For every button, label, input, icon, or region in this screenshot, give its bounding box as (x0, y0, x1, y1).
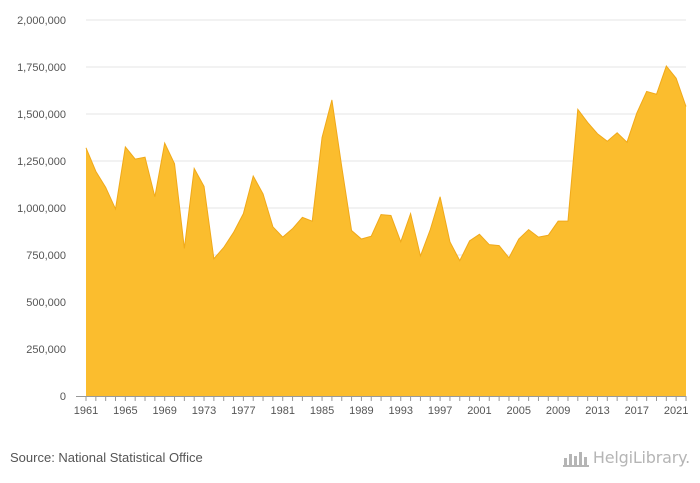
y-tick-label: 250,000 (26, 344, 66, 356)
x-tick-label: 1969 (152, 405, 176, 417)
x-tick-label: 1981 (270, 405, 294, 417)
x-tick-label: 1997 (428, 405, 452, 417)
y-tick-label: 500,000 (26, 297, 66, 309)
x-tick-label: 1965 (113, 405, 137, 417)
x-tick-label: 1961 (74, 405, 98, 417)
y-tick-label: 2,000,000 (17, 15, 66, 27)
x-axis: 1961 1965 1969 1973 1977 1981 1985 1989 1993 1997… (74, 396, 688, 417)
area-fill (86, 66, 686, 396)
x-tick-label: 2009 (546, 405, 570, 417)
x-tick-label: 1973 (192, 405, 216, 417)
y-tick-label: 750,000 (26, 250, 66, 262)
x-tick-label: 1977 (231, 405, 255, 417)
x-tick-label: 1993 (389, 405, 413, 417)
x-tick-label: 2021 (664, 405, 688, 417)
area-series (85, 65, 687, 396)
logo-text: HelgiLibrary. (592, 448, 690, 467)
y-tick-label: 1,250,000 (17, 156, 66, 168)
x-tick-label: 2001 (467, 405, 491, 417)
y-tick-label: 1,750,000 (17, 62, 66, 74)
x-tick-label: 2013 (585, 405, 609, 417)
helgi-library-logo[interactable]: HelgiLibrary. (562, 448, 690, 467)
y-axis-labels: 0 250,000 500,000 750,000 1,000,000 1,250,000… (17, 15, 66, 403)
x-tick-label: 2005 (507, 405, 531, 417)
source-note: Source: National Statistical Office (10, 450, 203, 465)
x-tick-label: 1985 (310, 405, 334, 417)
x-tick-label: 1989 (349, 405, 373, 417)
x-tick-label: 2017 (625, 405, 649, 417)
building-icon (562, 451, 589, 467)
area-line (85, 65, 687, 262)
y-tick-label: 1,500,000 (17, 109, 66, 121)
y-tick-label: 1,000,000 (17, 203, 66, 215)
y-tick-label: 0 (60, 391, 66, 403)
area-chart: 0 250,000 500,000 750,000 1,000,000 1,250,000… (17, 15, 688, 417)
